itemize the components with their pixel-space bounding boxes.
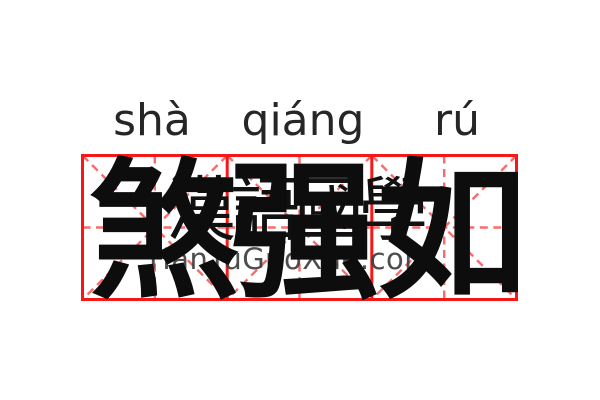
hanzi-character-1: 煞 bbox=[88, 144, 239, 320]
pinyin-syllable-3: rú bbox=[434, 95, 480, 146]
grid-solid-lines bbox=[81, 154, 518, 301]
hanzi-character-3: 如 bbox=[376, 144, 527, 320]
watermark-site-url: HanYuGuoXue.com bbox=[148, 242, 434, 276]
watermark-cjk-text: 漢語國學 bbox=[166, 173, 428, 250]
hanzi-character-2: 强 bbox=[228, 144, 379, 320]
pinyin-syllable-1: shà bbox=[113, 95, 191, 146]
mizige-grid bbox=[81, 154, 518, 301]
pinyin-syllable-2: qiáng bbox=[241, 95, 365, 146]
grid-guide-lines bbox=[81, 154, 518, 301]
